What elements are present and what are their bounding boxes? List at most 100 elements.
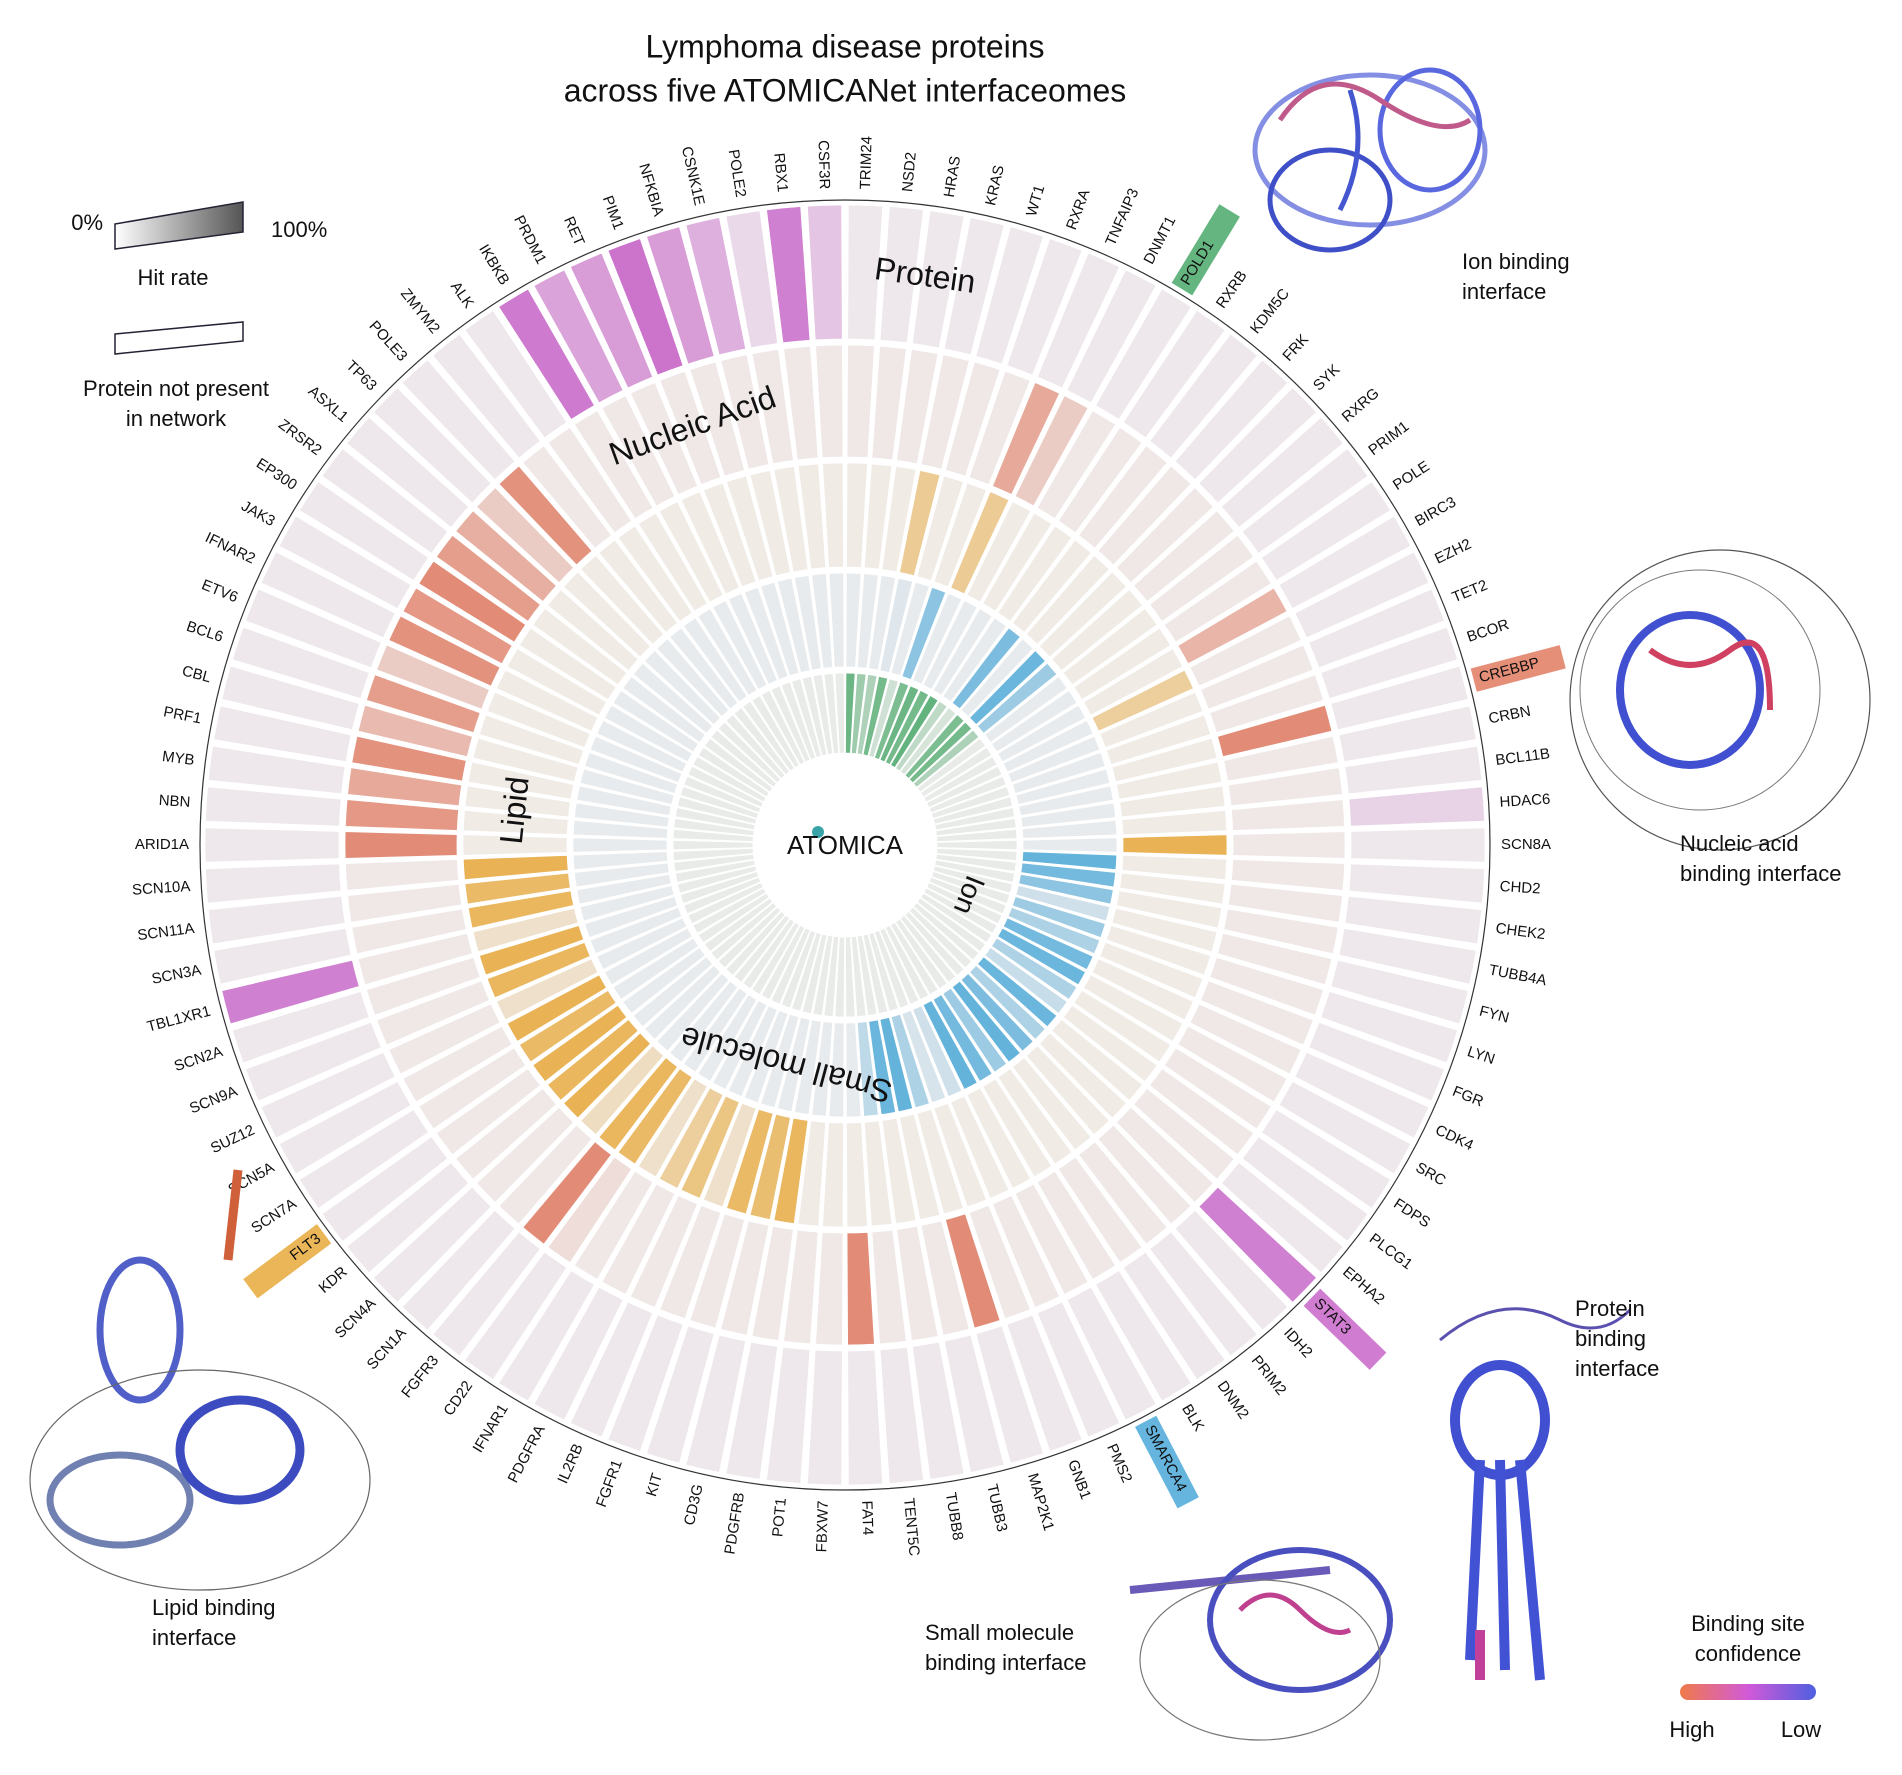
- ring-cell: [773, 465, 809, 573]
- legend-text: High: [1669, 1717, 1714, 1742]
- ring-cell: [850, 672, 867, 755]
- ring-cell: [890, 581, 930, 677]
- ring-cell: [822, 462, 844, 568]
- ring-cell: [1177, 1025, 1288, 1103]
- gene-label: MYB: [161, 748, 195, 769]
- ring-cell: [928, 876, 1007, 915]
- ring-cell: [372, 387, 492, 504]
- ring-cell: [828, 572, 845, 668]
- ring-cell: [982, 1078, 1053, 1178]
- ring-cell: [495, 669, 599, 732]
- ring-cell: [717, 906, 782, 969]
- gene-label: SCN2A: [172, 1043, 225, 1075]
- ring-cell: [908, 721, 973, 784]
- ring-cell: [401, 359, 516, 481]
- ring-cell: [846, 1122, 868, 1228]
- ring-cell: [951, 627, 1021, 710]
- ring-cell: [376, 980, 490, 1046]
- ring-cell: [1097, 465, 1192, 566]
- ring-cell: [776, 577, 811, 674]
- ring-cell: [791, 678, 822, 759]
- ring-cell: [669, 980, 739, 1063]
- ring-cell: [890, 921, 939, 995]
- ring-cell: [351, 908, 467, 955]
- ring-cell: [1330, 959, 1469, 1025]
- gene-label: PDGFRA: [505, 1422, 549, 1485]
- ring-cell: [637, 512, 708, 612]
- ring-cell: [205, 786, 342, 827]
- ring-cell: [770, 685, 811, 763]
- ring-cell: [601, 1183, 676, 1295]
- ring-cell: [1232, 831, 1346, 859]
- ring-cell: [596, 719, 688, 773]
- ring-cell: [464, 872, 571, 905]
- gene-label: CD22: [440, 1378, 476, 1419]
- gene-label: NBN: [158, 792, 191, 811]
- ring-cell: [942, 987, 1008, 1073]
- structure-ion: [1252, 67, 1488, 253]
- ring-cell: [881, 1117, 917, 1225]
- ring-cell: [760, 924, 806, 1001]
- structure-nucleic-acid: [1569, 549, 1871, 851]
- ring-cell: [920, 1220, 970, 1336]
- ring-cell: [847, 204, 884, 341]
- ring-cell: [944, 361, 1001, 477]
- gene-label: ZMYM2: [397, 285, 443, 337]
- gene-label: IFNAR2: [202, 529, 257, 567]
- gene-label: FGFR3: [398, 1352, 442, 1401]
- ring-cell: [231, 991, 370, 1064]
- legend-title: confidence: [1695, 1641, 1801, 1666]
- gene-label: FAT4: [858, 1500, 876, 1535]
- ring-cell: [1260, 1109, 1392, 1209]
- caption: binding interface: [1680, 861, 1841, 886]
- ring-cell: [868, 574, 897, 671]
- ring-cell: [895, 918, 948, 990]
- gene-label: FYN: [1478, 1003, 1511, 1027]
- gene-label: NFKBIA: [635, 162, 667, 219]
- ring-cell: [672, 839, 754, 851]
- ring-cell: [401, 1209, 516, 1331]
- gene-label: TENT5C: [900, 1497, 923, 1557]
- ring-cell: [847, 1349, 884, 1486]
- ring-cell: [1149, 534, 1255, 622]
- ring-cell: [584, 896, 679, 939]
- ring-cell: [1348, 863, 1485, 904]
- ring-cell: [751, 695, 800, 769]
- ring-cell: [1122, 834, 1228, 856]
- ring-cell: [1122, 309, 1226, 439]
- ring-cell: [596, 917, 688, 971]
- ring-cell: [321, 448, 449, 554]
- gene-label: POLE: [1390, 458, 1433, 494]
- ring-cell: [1015, 768, 1111, 805]
- ring-cell: [522, 445, 612, 549]
- ring-cell: [680, 1095, 740, 1199]
- gene-label: TET2: [1450, 577, 1490, 607]
- gene-label: TBL1XR1: [145, 1003, 212, 1036]
- ring-cell: [1022, 837, 1118, 853]
- ring-cell: [890, 1013, 930, 1109]
- gene-label: TUBB3: [983, 1483, 1010, 1534]
- ring-cell: [683, 876, 762, 915]
- ring-cell: [950, 491, 1010, 595]
- gene-label: RXRA: [1063, 187, 1093, 232]
- gene-label: CBL: [180, 662, 213, 686]
- ring-cell: [1111, 737, 1218, 783]
- ring-cell: [607, 238, 684, 376]
- ring-cell: [478, 924, 585, 976]
- gene-label: EZH2: [1432, 536, 1474, 568]
- gene-label: POLE3: [366, 317, 411, 364]
- ring-cell: [968, 650, 1046, 726]
- ring-cell: [372, 1186, 492, 1303]
- caption: Protein: [1575, 1296, 1645, 1321]
- ring-cell: [462, 834, 568, 856]
- ring-cell: [725, 714, 786, 780]
- ring-cell: [1348, 786, 1485, 827]
- gene-label: HDAC6: [1499, 791, 1551, 811]
- ring-cell: [934, 807, 1016, 831]
- ring-cell: [770, 927, 811, 1005]
- ring-cell: [950, 1095, 1010, 1199]
- ring-cell: [720, 1220, 770, 1336]
- ring-cell: [862, 675, 889, 757]
- callout-highlight: [1171, 204, 1240, 296]
- ring-cell: [1198, 387, 1318, 504]
